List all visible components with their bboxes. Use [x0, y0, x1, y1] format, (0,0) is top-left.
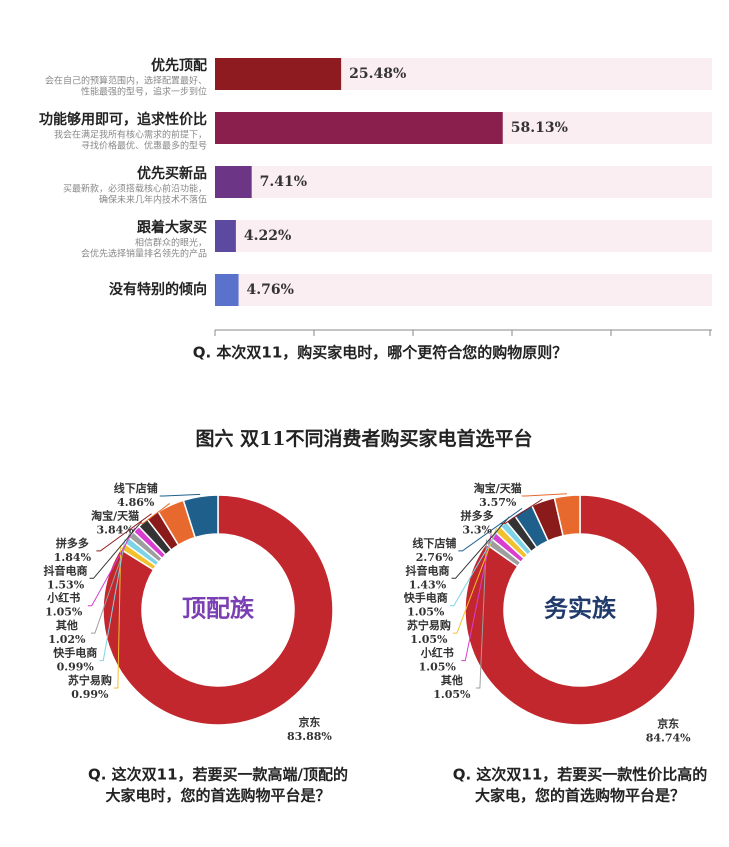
slice-name: 苏宁易购 [68, 673, 112, 687]
slice-value: 83.88% [287, 730, 332, 743]
leader-line [451, 516, 510, 579]
slice-name: 其他 [441, 673, 463, 687]
slice-name: 抖音电商 [44, 563, 88, 577]
caption: 大家电时，您的首选购物平台是？ [105, 787, 330, 805]
donut-slice [102, 494, 334, 726]
slice-name: 线下店铺 [412, 536, 456, 550]
slice-value: 1.05% [45, 606, 83, 619]
caption: Q. 这次双11，若要买一款性价比高的 [453, 766, 708, 784]
category-label: 功能够用即可，追求性价比 [39, 111, 207, 128]
category-description: 寻找价格最优、优惠最多的型号 [81, 140, 207, 152]
slice-name: 淘宝/天猫 [474, 481, 522, 495]
slice-name: 拼多多 [56, 536, 89, 550]
slice-name: 抖音电商 [406, 563, 450, 577]
bar-background [215, 274, 712, 306]
leader-line [475, 539, 488, 689]
slice-value: 1.43% [409, 578, 447, 591]
caption: 大家电，您的首选购物平台是？ [475, 787, 685, 805]
slice-value: 1.53% [47, 578, 85, 591]
category-label: 优先顶配 [151, 57, 207, 74]
slice-name: 其他 [56, 618, 78, 632]
center-label: 顶配族 [182, 594, 255, 623]
bar [215, 112, 503, 144]
slice-name: 小红书 [420, 646, 454, 660]
slice-name: 线下店铺 [114, 481, 158, 495]
leader-line [90, 533, 131, 634]
category-description: 我会在满足我所有核心需求的前提下， [54, 129, 207, 141]
leader-line [87, 527, 136, 607]
caption: Q. 本次双11，购买家电时，哪个更符合您的购物原则？ [193, 344, 568, 362]
leader-line [159, 493, 201, 497]
leader-line [521, 493, 567, 497]
slice-value: 3.84% [97, 523, 135, 536]
slice-value: 3.3% [462, 523, 492, 536]
slice-name: 淘宝/天猫 [91, 508, 139, 522]
caption: Q. 这次双11，若要买一款高端/顶配的 [88, 766, 348, 784]
bar [215, 220, 236, 252]
category-label: 没有特别的倾向 [109, 281, 207, 298]
donut-slice [182, 494, 219, 539]
slice-name: 拼多多 [461, 508, 494, 522]
slice-name: 小红书 [46, 591, 80, 605]
bar [215, 274, 239, 306]
section-title: 图六 双11不同消费者购买家电首选平台 [195, 427, 532, 450]
slice-value: 1.02% [48, 633, 86, 646]
value-label: 7.41% [260, 174, 307, 190]
slice-value: 3.57% [479, 496, 517, 509]
slice-value: 1.05% [419, 661, 457, 674]
category-description: 会优先选择销量排名领先的产品 [81, 248, 207, 260]
leader-line [139, 503, 170, 524]
bar [215, 58, 342, 90]
slice-value: 84.74% [646, 732, 691, 745]
slice-name: 京东 [657, 717, 679, 731]
category-description: 相信群众的眼光， [135, 237, 207, 249]
leader-line [501, 498, 543, 524]
leader-line [452, 527, 498, 634]
bar-background [215, 220, 712, 252]
category-label: 优先买新品 [137, 165, 207, 182]
slice-name: 苏宁易购 [407, 618, 451, 632]
slice-value: 1.05% [410, 633, 448, 646]
slice-value: 1.84% [54, 551, 92, 564]
category-description: 会在自己的预算范围内，选择配置最好、 [45, 75, 207, 87]
bar [215, 166, 252, 198]
category-description: 确保未来几年内技术不落伍 [99, 194, 207, 206]
leader-line [458, 507, 523, 552]
slice-name: 京东 [298, 715, 320, 729]
leader-line [99, 538, 126, 662]
value-label: 4.22% [244, 228, 291, 244]
leader-line [96, 513, 152, 552]
value-label: 25.48% [349, 66, 406, 82]
slice-value: 1.05% [407, 606, 445, 619]
leader-line [89, 520, 143, 579]
slice-value: 4.86% [117, 496, 155, 509]
slice-value: 2.76% [416, 551, 454, 564]
slice-value: 0.99% [57, 661, 95, 674]
leader-line [461, 533, 492, 662]
slice-value: 0.99% [71, 688, 109, 701]
category-description: 性能最强的型号，追求一步到位 [81, 86, 207, 98]
center-label: 务实族 [544, 594, 617, 623]
slice-value: 1.05% [433, 688, 471, 701]
slice-name: 快手电商 [52, 646, 97, 660]
category-label: 跟着大家买 [137, 219, 207, 236]
leader-line [449, 522, 503, 607]
slice-name: 快手电商 [403, 591, 448, 605]
leader-line [113, 544, 122, 689]
value-label: 58.13% [511, 120, 568, 136]
category-description: 买最新款，必须搭载核心前沿功能， [63, 183, 207, 195]
bar-background [215, 166, 712, 198]
value-label: 4.76% [247, 282, 294, 298]
donut-slice [553, 494, 581, 537]
